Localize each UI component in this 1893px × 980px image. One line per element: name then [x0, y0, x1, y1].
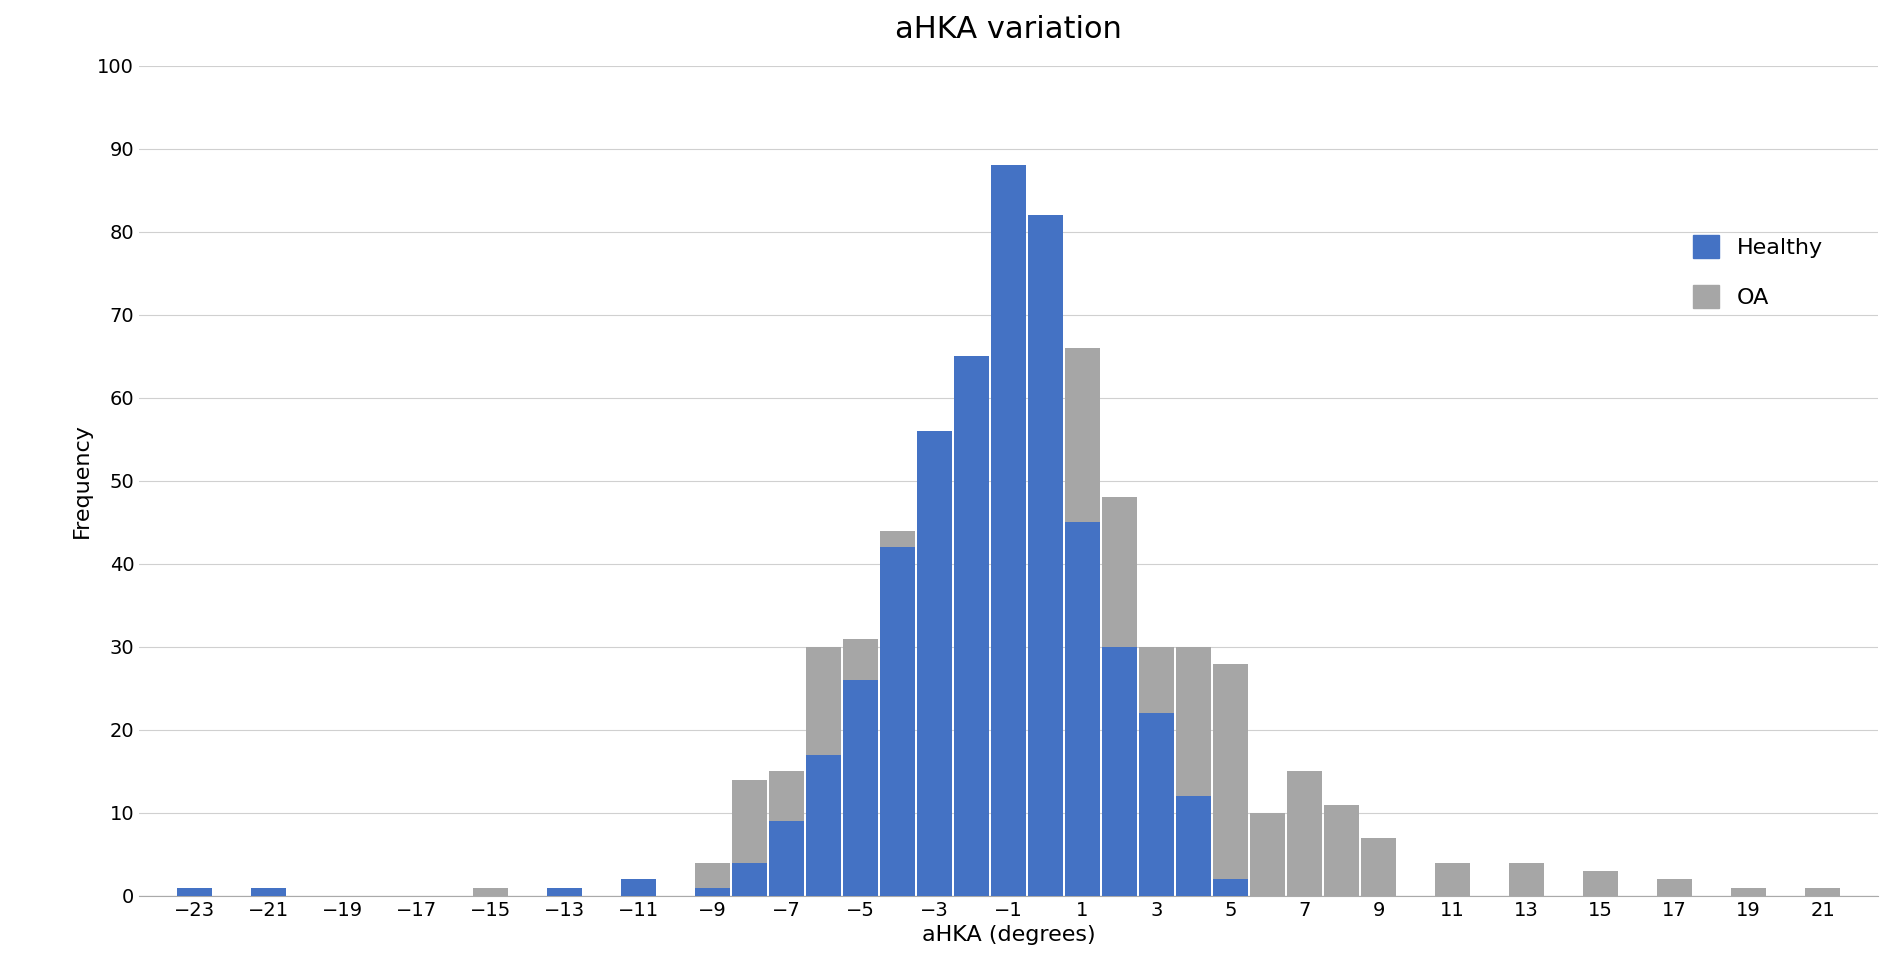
Bar	[769, 821, 805, 896]
Bar	[806, 755, 840, 896]
Bar	[1066, 522, 1100, 896]
Bar	[1213, 663, 1247, 896]
Bar	[1361, 838, 1397, 896]
Bar	[178, 888, 212, 896]
Bar	[1435, 862, 1471, 896]
Bar	[1509, 862, 1545, 896]
Bar	[954, 373, 990, 896]
Bar	[1066, 348, 1100, 896]
Bar	[547, 888, 583, 896]
Bar	[1730, 888, 1766, 896]
Bar	[769, 771, 805, 896]
Bar	[1102, 498, 1138, 896]
Bar	[1028, 216, 1064, 896]
Bar	[1176, 797, 1212, 896]
Bar	[990, 166, 1026, 896]
Bar	[1140, 713, 1174, 896]
Bar	[842, 680, 878, 896]
Y-axis label: Frequency: Frequency	[72, 423, 91, 538]
Bar	[547, 888, 583, 896]
Bar	[954, 357, 990, 896]
Bar	[806, 647, 840, 896]
Bar	[695, 888, 731, 896]
Bar	[1028, 381, 1064, 896]
Bar	[1804, 888, 1840, 896]
Bar	[842, 639, 878, 896]
Bar	[252, 888, 286, 896]
Bar	[880, 547, 914, 896]
Bar	[1656, 879, 1692, 896]
Legend: Healthy, OA: Healthy, OA	[1683, 226, 1832, 317]
Bar	[1213, 879, 1247, 896]
X-axis label: aHKA (degrees): aHKA (degrees)	[922, 925, 1096, 946]
Bar	[990, 373, 1026, 896]
Bar	[1176, 647, 1212, 896]
Bar	[733, 780, 767, 896]
Bar	[621, 879, 657, 896]
Bar	[621, 879, 657, 896]
Bar	[880, 531, 914, 896]
Bar	[1102, 647, 1138, 896]
Bar	[916, 431, 952, 896]
Bar	[1249, 813, 1285, 896]
Bar	[1583, 871, 1619, 896]
Bar	[695, 862, 731, 896]
Bar	[916, 431, 952, 896]
Bar	[1323, 805, 1359, 896]
Bar	[1287, 771, 1321, 896]
Bar	[733, 862, 767, 896]
Bar	[473, 888, 507, 896]
Bar	[1140, 647, 1174, 896]
Title: aHKA variation: aHKA variation	[895, 15, 1123, 44]
